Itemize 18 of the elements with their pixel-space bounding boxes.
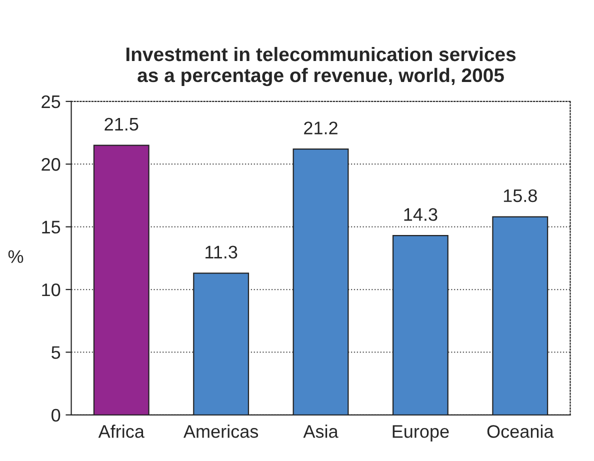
x-tick-label: Asia	[303, 424, 338, 438]
x-tick-label: Europe	[392, 425, 449, 442]
x-tick-label: Oceania	[487, 424, 554, 438]
data-label: 21.5	[104, 118, 138, 131]
y-tick-label: 20	[42, 158, 60, 171]
data-label: 14.3	[404, 208, 438, 221]
x-tick-label: Americas	[183, 424, 258, 438]
y-tick-label: 0	[52, 408, 60, 422]
x-tick-label: Africa	[98, 424, 144, 438]
y-axis-title: %	[8, 250, 24, 263]
data-label: 15.8	[504, 189, 537, 202]
y-tick-label: 10	[42, 283, 60, 296]
chart-title: Investment in telecommunication services as a percentage of revenue, world, 2005	[126, 46, 516, 86]
y-tick-label: 25	[42, 95, 60, 108]
data-label: 11.3	[206, 246, 238, 259]
data-label: 21.2	[304, 122, 338, 134]
y-tick-label: 15	[42, 220, 60, 234]
y-tick-label: 5	[52, 346, 60, 359]
